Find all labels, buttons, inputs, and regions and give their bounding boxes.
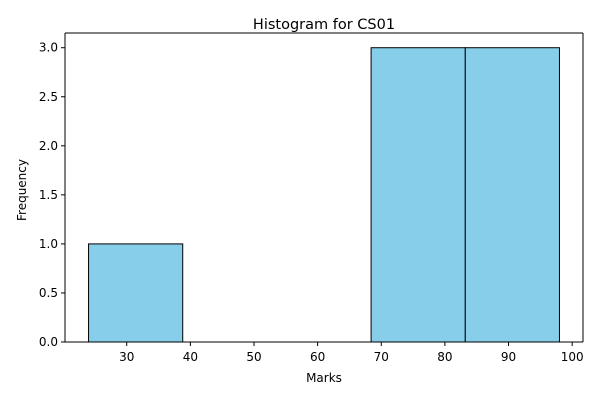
histogram-bar-5: [464, 47, 560, 343]
chart-title: Histogram for CS01: [253, 17, 395, 33]
bars-layer: [88, 47, 560, 343]
histogram-bar-4: [370, 47, 466, 343]
x-tick-label-80: 80: [437, 350, 452, 364]
x-tick-label-50: 50: [246, 350, 261, 364]
y-tick-label-0.5: 0.5: [39, 286, 58, 300]
axes-layer: 30 40 50 60 70 80 90 100 0.0 0.5 1.0 1.5 2.0 2.5 3.0: [39, 32, 584, 364]
x-tick-label-100: 100: [561, 350, 584, 364]
x-axis-title: Marks: [306, 371, 342, 385]
x-tick-label-40: 40: [183, 350, 198, 364]
y-tick-label-2.5: 2.5: [39, 90, 58, 104]
y-tick-label-3.0: 3.0: [39, 41, 58, 55]
y-tick-label-1.0: 1.0: [39, 237, 58, 251]
y-axis-title: Frequency: [15, 159, 29, 221]
histogram-bar-1: [88, 243, 184, 343]
y-tick-label-1.5: 1.5: [39, 188, 58, 202]
y-tick-label-2.0: 2.0: [39, 139, 58, 153]
x-tick-label-60: 60: [310, 350, 325, 364]
x-tick-label-70: 70: [374, 350, 389, 364]
x-tick-label-90: 90: [501, 350, 516, 364]
x-tick-label-30: 30: [119, 350, 134, 364]
y-tick-label-0.0: 0.0: [39, 335, 58, 349]
